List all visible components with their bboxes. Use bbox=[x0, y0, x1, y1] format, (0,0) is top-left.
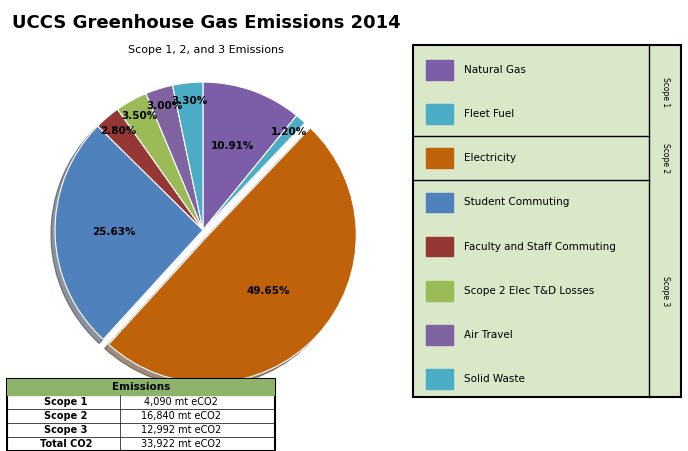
Bar bbox=[427, 104, 453, 124]
Text: Scope 2 Elec T&D Losses: Scope 2 Elec T&D Losses bbox=[464, 286, 594, 296]
Bar bbox=[427, 369, 453, 389]
Bar bbox=[427, 325, 453, 345]
Text: 10.91%: 10.91% bbox=[211, 142, 255, 152]
Text: Fleet Fuel: Fleet Fuel bbox=[464, 109, 514, 119]
Bar bbox=[7, 379, 275, 395]
Wedge shape bbox=[146, 85, 203, 230]
Text: Scope 1: Scope 1 bbox=[44, 397, 87, 407]
Text: Solid Waste: Solid Waste bbox=[464, 374, 525, 384]
Wedge shape bbox=[203, 115, 305, 230]
Text: 49.65%: 49.65% bbox=[246, 285, 290, 295]
Wedge shape bbox=[173, 82, 203, 230]
Text: Emissions: Emissions bbox=[112, 382, 170, 392]
Text: Electricity: Electricity bbox=[464, 153, 516, 163]
Text: Scope 3: Scope 3 bbox=[44, 425, 87, 435]
Bar bbox=[427, 281, 453, 301]
Text: 3.30%: 3.30% bbox=[171, 96, 208, 106]
Text: 16,840 mt eCO2: 16,840 mt eCO2 bbox=[141, 411, 222, 421]
Text: Total CO2: Total CO2 bbox=[40, 439, 92, 449]
FancyBboxPatch shape bbox=[413, 45, 681, 397]
Bar bbox=[427, 148, 453, 168]
Text: 1.20%: 1.20% bbox=[271, 128, 308, 138]
Text: Scope 2: Scope 2 bbox=[660, 143, 669, 173]
Text: UCCS Greenhouse Gas Emissions 2014: UCCS Greenhouse Gas Emissions 2014 bbox=[12, 14, 400, 32]
Text: Scope 1, 2, and 3 Emissions: Scope 1, 2, and 3 Emissions bbox=[129, 45, 284, 55]
Wedge shape bbox=[55, 126, 203, 339]
Bar bbox=[427, 237, 453, 257]
Text: Scope 2: Scope 2 bbox=[44, 411, 87, 421]
FancyBboxPatch shape bbox=[7, 379, 275, 451]
Wedge shape bbox=[203, 82, 297, 230]
Text: 3.00%: 3.00% bbox=[146, 101, 182, 110]
Text: 4,090 mt eCO2: 4,090 mt eCO2 bbox=[144, 397, 218, 407]
Text: Air Travel: Air Travel bbox=[464, 330, 513, 340]
Text: Faculty and Staff Commuting: Faculty and Staff Commuting bbox=[464, 242, 616, 252]
Text: Student Commuting: Student Commuting bbox=[464, 198, 569, 207]
Text: Natural Gas: Natural Gas bbox=[464, 65, 526, 75]
Wedge shape bbox=[98, 109, 203, 230]
Text: 2.80%: 2.80% bbox=[100, 126, 137, 136]
Wedge shape bbox=[118, 93, 203, 230]
Wedge shape bbox=[109, 128, 356, 383]
Bar bbox=[427, 60, 453, 79]
Text: 33,922 mt eCO2: 33,922 mt eCO2 bbox=[141, 439, 222, 449]
Text: Scope 3: Scope 3 bbox=[660, 276, 669, 306]
Text: 3.50%: 3.50% bbox=[122, 111, 158, 121]
Text: Scope 1: Scope 1 bbox=[660, 77, 669, 107]
Text: 12,992 mt eCO2: 12,992 mt eCO2 bbox=[141, 425, 222, 435]
Bar bbox=[427, 193, 453, 212]
Text: 25.63%: 25.63% bbox=[92, 227, 136, 237]
